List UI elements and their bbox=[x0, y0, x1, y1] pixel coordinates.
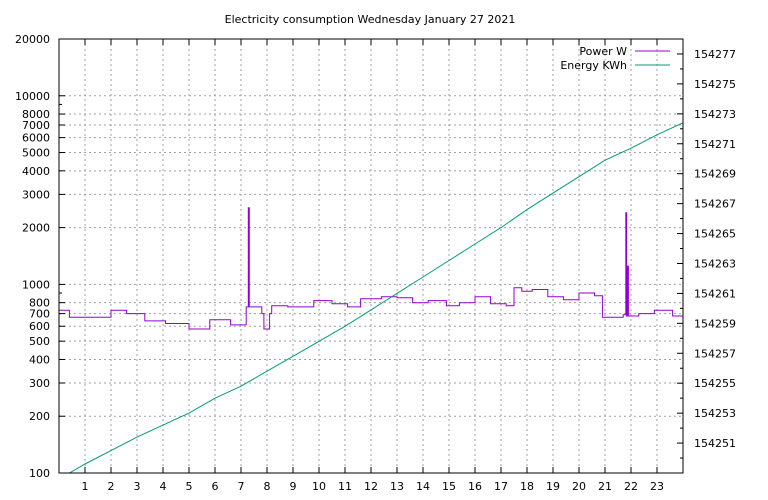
y-left-tick-label: 100 bbox=[29, 467, 50, 480]
y-left-tick-label: 5000 bbox=[22, 147, 50, 160]
legend-label: Power W bbox=[579, 45, 627, 58]
x-tick-label: 9 bbox=[290, 480, 297, 493]
x-axis: 1 2 3 4 5 6 7 8 9 10 11 12 13 14 15 16 17 18 19 20 21 22 23 bbox=[82, 39, 664, 493]
grid-lines bbox=[59, 38, 683, 474]
series-line-1 bbox=[69, 122, 683, 473]
x-tick-label: 21 bbox=[598, 480, 612, 493]
y-left-tick-label: 700 bbox=[29, 308, 50, 321]
y-right-tick-label: 154267 bbox=[694, 198, 736, 211]
x-tick-label: 8 bbox=[264, 480, 271, 493]
y-right-tick-label: 154261 bbox=[694, 287, 736, 300]
y-left-tick-label: 600 bbox=[29, 320, 50, 333]
x-tick-label: 6 bbox=[212, 480, 219, 493]
y-left-tick-label: 20000 bbox=[15, 33, 50, 46]
y-right-tick-label: 154259 bbox=[694, 317, 736, 330]
y-left-tick-label: 800 bbox=[29, 297, 50, 310]
chart-title: Electricity consumption Wednesday Januar… bbox=[225, 13, 516, 26]
x-tick-label: 7 bbox=[238, 480, 245, 493]
y-right-tick-label: 154273 bbox=[694, 108, 736, 121]
x-tick-label: 23 bbox=[650, 480, 664, 493]
x-tick-label: 18 bbox=[520, 480, 534, 493]
y-left-tick-label: 7000 bbox=[22, 119, 50, 132]
x-tick-label: 5 bbox=[186, 480, 193, 493]
x-tick-label: 16 bbox=[468, 480, 482, 493]
x-tick-label: 17 bbox=[494, 480, 508, 493]
x-tick-label: 1 bbox=[82, 480, 89, 493]
y-left-tick-label: 1000 bbox=[22, 278, 50, 291]
legend-label: Energy KWh bbox=[560, 59, 627, 72]
y-left-tick-label: 8000 bbox=[22, 108, 50, 121]
y-axis-right: 154251 154253 154255 154257 154259 154261 1542… bbox=[677, 48, 736, 459]
x-tick-label: 14 bbox=[416, 480, 430, 493]
x-tick-label: 22 bbox=[624, 480, 638, 493]
y-right-tick-label: 154255 bbox=[694, 377, 736, 390]
y-right-tick-label: 154271 bbox=[694, 138, 736, 151]
y-left-tick-label: 2000 bbox=[22, 222, 50, 235]
series-lines bbox=[59, 122, 683, 473]
y-right-tick-label: 154257 bbox=[694, 347, 736, 360]
series-line-0 bbox=[59, 207, 683, 330]
y-right-tick-label: 154251 bbox=[694, 437, 736, 450]
x-tick-label: 4 bbox=[160, 480, 167, 493]
x-tick-label: 20 bbox=[572, 480, 586, 493]
x-tick-label: 11 bbox=[338, 480, 352, 493]
x-tick-label: 2 bbox=[108, 480, 115, 493]
x-tick-label: 13 bbox=[390, 480, 404, 493]
x-tick-label: 19 bbox=[546, 480, 560, 493]
y-right-tick-label: 154263 bbox=[694, 257, 736, 270]
x-tick-label: 3 bbox=[134, 480, 141, 493]
y-right-tick-label: 154253 bbox=[694, 407, 736, 420]
x-tick-label: 15 bbox=[442, 480, 456, 493]
y-left-tick-label: 400 bbox=[29, 353, 50, 366]
y-left-tick-label: 3000 bbox=[22, 188, 50, 201]
x-tick-label: 12 bbox=[364, 480, 378, 493]
y-left-tick-label: 500 bbox=[29, 335, 50, 348]
y-left-tick-label: 300 bbox=[29, 377, 50, 390]
y-right-tick-label: 154269 bbox=[694, 168, 736, 181]
y-right-tick-label: 154265 bbox=[694, 228, 736, 241]
y-left-tick-label: 200 bbox=[29, 410, 50, 423]
y-left-tick-label: 6000 bbox=[22, 132, 50, 145]
x-tick-label: 10 bbox=[312, 480, 326, 493]
y-right-tick-label: 154275 bbox=[694, 78, 736, 91]
y-right-tick-label: 154277 bbox=[694, 48, 736, 61]
y-left-tick-label: 10000 bbox=[15, 90, 50, 103]
y-left-tick-label: 4000 bbox=[22, 165, 50, 178]
